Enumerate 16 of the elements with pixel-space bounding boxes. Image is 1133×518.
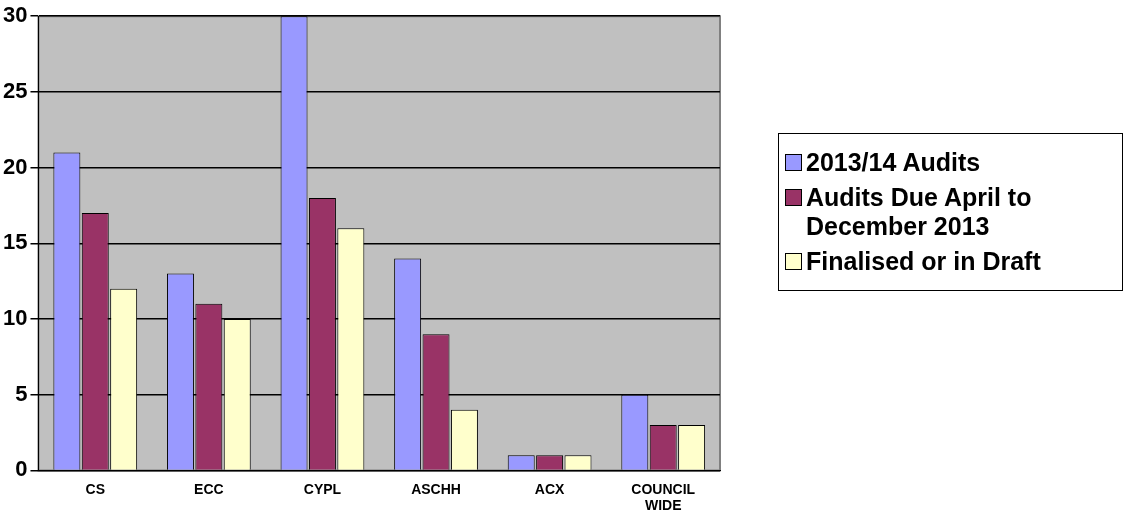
x-tick-label: ECC: [194, 480, 224, 497]
y-tick-label: 30: [2, 2, 28, 28]
y-tick-label: 5: [15, 380, 28, 406]
x-tick-label: ACX: [534, 480, 566, 497]
legend-label: Audits Due April to December 2013: [806, 183, 1033, 241]
y-tick-label: 10: [2, 305, 28, 331]
y-tick-label: 20: [2, 153, 28, 179]
x-tick-label: COUNCIL WIDE: [631, 480, 696, 514]
legend-label: Finalised or in Draft: [806, 247, 1041, 276]
x-tick-label: ASCHH: [411, 480, 461, 497]
y-tick-label: 15: [2, 229, 28, 255]
x-tick-label: CYPL: [303, 480, 342, 497]
y-tick-label: 25: [2, 77, 28, 103]
legend-label: 2013/14 Audits: [806, 148, 981, 177]
y-tick-label: 0: [15, 456, 28, 482]
x-tick-label: CS: [85, 480, 105, 497]
